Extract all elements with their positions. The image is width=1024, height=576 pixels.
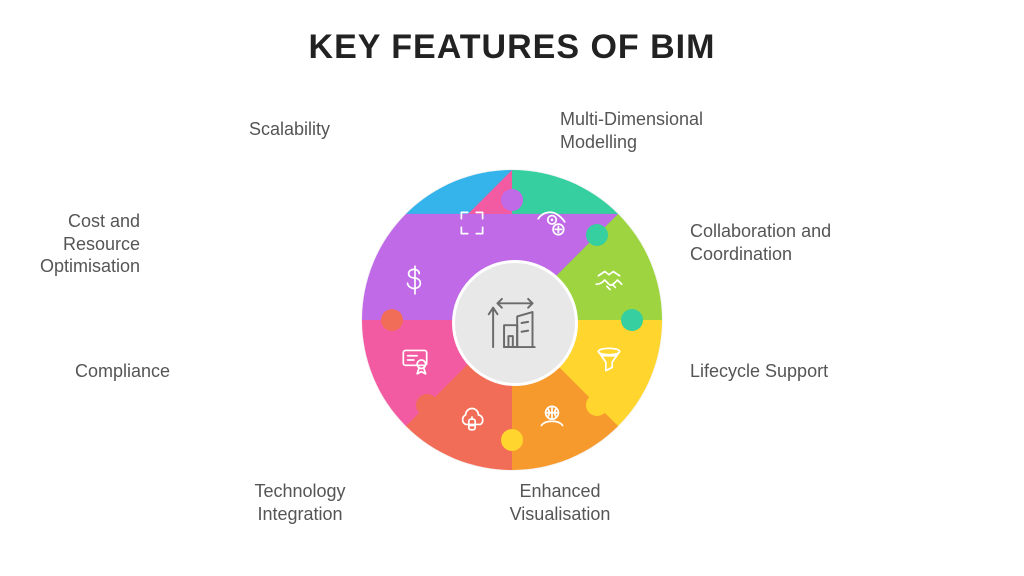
- segment-label: Enhanced Visualisation: [470, 480, 650, 525]
- segment-label: Technology Integration: [210, 480, 390, 525]
- segment-label: Cost and Resource Optimisation: [0, 210, 140, 278]
- puzzle-knob: [501, 429, 523, 451]
- hub: [452, 260, 578, 386]
- puzzle-knob: [416, 394, 438, 416]
- puzzle-knob: [621, 309, 643, 331]
- puzzle-knob: [586, 224, 608, 246]
- puzzle-knob: [381, 309, 403, 331]
- segment-label: Lifecycle Support: [690, 360, 828, 383]
- segment-label: Compliance: [75, 360, 170, 383]
- puzzle-knob: [586, 394, 608, 416]
- wheel: [362, 170, 662, 470]
- segment-label: Multi-Dimensional Modelling: [560, 108, 750, 153]
- puzzle-knob: [501, 189, 523, 211]
- building-measure-icon: [480, 288, 550, 358]
- segment-label: Scalability: [249, 118, 330, 141]
- segment-label: Collaboration and Coordination: [690, 220, 880, 265]
- page-title: KEY FEATURES OF BIM: [0, 28, 1024, 67]
